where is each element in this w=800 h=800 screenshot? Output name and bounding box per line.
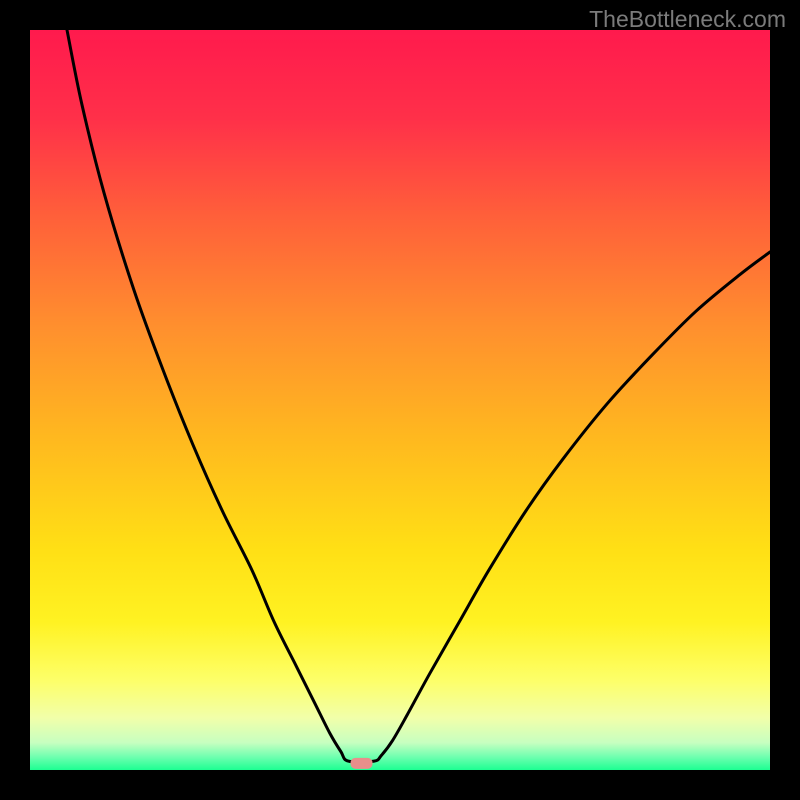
optimal-marker bbox=[351, 758, 373, 769]
plot-background bbox=[30, 30, 770, 770]
chart-container: { "watermark": { "text": "TheBottleneck.… bbox=[0, 0, 800, 800]
watermark-text: TheBottleneck.com bbox=[589, 6, 786, 33]
bottleneck-chart bbox=[0, 0, 800, 800]
